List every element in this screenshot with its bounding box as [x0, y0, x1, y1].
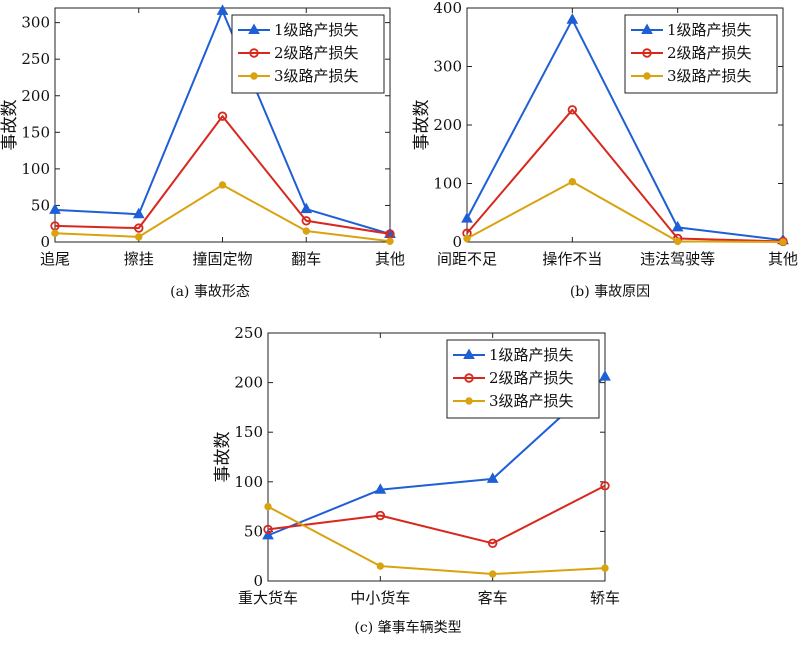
panel-caption: (c) 肇事车辆类型 [354, 619, 461, 636]
legend-label-3: 3级路产损失 [274, 67, 359, 85]
data-point-s2 [487, 538, 498, 549]
y-tick-label: 300 [433, 58, 462, 76]
y-tick-label: 50 [31, 196, 50, 214]
x-tick-label: 翻车 [291, 250, 321, 268]
series-line-2 [54, 115, 391, 235]
data-point-s1 [671, 220, 684, 232]
data-point-s3 [135, 233, 143, 241]
legend-marker-2 [642, 48, 652, 58]
y-tick-label: 300 [21, 14, 50, 32]
legend-label-2: 2级路产损失 [274, 44, 359, 62]
data-point-s1 [461, 212, 473, 223]
y-tick-label: 50 [244, 522, 263, 540]
y-tick-label: 250 [234, 324, 263, 342]
y-tick-label: 200 [21, 87, 50, 105]
data-point-s2 [301, 216, 311, 226]
chart-panel-0: 0 50 100 150 200 250 300 追尾 擦挂 撞固定物 翻车 其他 事故数 1级路产损失 2… [0, 4, 405, 300]
data-point-s1 [262, 528, 274, 540]
series-line-3 [466, 180, 784, 243]
legend-label-1: 1级路产损失 [667, 21, 752, 39]
series-line-2 [466, 108, 784, 243]
legend-marker-2 [464, 373, 474, 383]
plot-frame [267, 332, 606, 582]
legend-label-3: 3级路产损失 [667, 67, 752, 85]
x-tick-label: 撞固定物 [192, 250, 252, 268]
y-axis-label: 事故数 [213, 432, 233, 483]
data-point-s1 [300, 202, 313, 214]
series-line-2 [267, 484, 606, 545]
x-tick-label: 中小货车 [350, 589, 410, 607]
x-tick-label: 擦挂 [124, 250, 154, 268]
y-tick-label: 200 [234, 374, 263, 392]
legend-marker-1 [641, 23, 653, 34]
x-tick-label: 其他 [375, 250, 405, 268]
legend-label-1: 1级路产损失 [489, 346, 574, 364]
y-tick-label: 100 [433, 175, 462, 193]
data-point-s1 [374, 483, 387, 494]
data-point-s1 [486, 472, 499, 483]
data-point-s3 [488, 570, 497, 578]
legend-marker-3 [250, 72, 258, 80]
data-point-s3 [302, 227, 310, 235]
data-point-s3 [386, 237, 394, 245]
y-tick-label: 100 [21, 160, 50, 178]
x-tick-label: 其他 [768, 250, 798, 268]
legend-marker-2 [249, 48, 259, 58]
legend-marker-1 [248, 23, 260, 34]
data-point-s2 [600, 481, 610, 491]
x-tick-label: 间距不足 [437, 250, 497, 268]
series-line-1 [267, 375, 606, 537]
series-line-3 [267, 505, 606, 576]
y-tick-label: 400 [433, 0, 462, 17]
y-tick-label: 150 [234, 423, 263, 441]
data-point-s3 [779, 238, 787, 246]
legend-label-2: 2级路产损失 [667, 44, 752, 62]
panel-caption: (a) 事故形态 [170, 284, 250, 300]
x-tick-label: 追尾 [40, 250, 70, 268]
data-point-s3 [218, 181, 227, 189]
legend-label-2: 2级路产损失 [489, 369, 574, 387]
data-point-s3 [673, 237, 682, 246]
data-point-s1 [216, 4, 229, 15]
data-point-s2 [375, 510, 386, 521]
x-tick-label: 操作不当 [542, 250, 602, 268]
data-point-s3 [51, 229, 59, 237]
panel-caption: (b) 事故原因 [570, 284, 650, 300]
y-tick-label: 0 [253, 572, 263, 590]
y-tick-label: 0 [452, 233, 462, 251]
y-tick-label: 0 [40, 233, 50, 251]
legend-marker-1 [463, 348, 475, 359]
chart-panel-1: 0 100 200 300 400 间距不足 操作不当 违法驾驶等 其他 事故数 1级路产损失 2级路… [412, 0, 798, 300]
data-point-s3 [601, 564, 609, 572]
x-tick-label: 客车 [478, 589, 508, 607]
data-point-s1 [132, 207, 145, 219]
chart-panel-2: 0 50 100 150 200 250 重大货车 中小货车 客车 轿车 事故数 1级路产损失 2级路产… [213, 324, 620, 636]
y-tick-label: 250 [21, 50, 50, 68]
y-tick-label: 100 [234, 473, 263, 491]
data-point-s3 [264, 502, 272, 511]
data-point-s3 [463, 234, 471, 243]
data-point-s2 [134, 223, 144, 233]
data-point-s1 [599, 370, 611, 381]
legend-label-3: 3级路产损失 [489, 392, 574, 410]
y-axis-label: 事故数 [0, 100, 20, 151]
data-point-s1 [49, 203, 61, 214]
data-point-s3 [376, 562, 385, 570]
x-tick-label: 重大货车 [238, 589, 298, 607]
y-tick-label: 150 [21, 123, 50, 141]
data-point-s2 [263, 524, 273, 535]
data-point-s3 [568, 178, 577, 186]
data-point-s2 [217, 111, 228, 121]
legend-marker-3 [465, 397, 473, 405]
legend-marker-3 [643, 72, 651, 80]
x-tick-label: 违法驾驶等 [640, 250, 715, 268]
y-axis-label: 事故数 [412, 100, 432, 151]
legend-label-1: 1级路产损失 [274, 21, 359, 39]
y-tick-label: 200 [433, 116, 462, 134]
data-point-s2 [567, 105, 578, 115]
data-point-s1 [566, 13, 579, 24]
x-tick-label: 轿车 [590, 589, 620, 607]
series-line-1 [466, 18, 784, 242]
